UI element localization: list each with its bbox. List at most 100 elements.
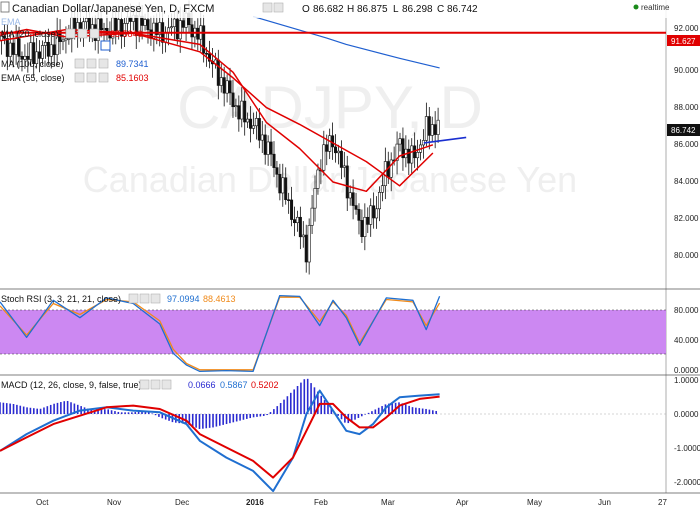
time-tick: Feb (314, 498, 328, 507)
symbol-icon (0, 1, 10, 13)
candle-body (348, 192, 352, 199)
macd-histogram-bar (208, 414, 211, 428)
ema55-close-icon[interactable] (98, 72, 109, 83)
candle-body (266, 141, 270, 155)
macd-histogram-bar (428, 409, 431, 414)
stoch-settings-icon[interactable] (139, 293, 150, 304)
price-tick: 90.000 (674, 66, 699, 75)
low-label: L (393, 4, 399, 15)
macd-histogram-bar (435, 410, 437, 414)
macd-histogram-bar (19, 405, 22, 414)
stoch-rsi-band (0, 310, 666, 354)
macd-close-icon[interactable] (161, 379, 172, 390)
ma100-settings-icon[interactable] (86, 58, 97, 69)
macd-histogram-bar (266, 414, 268, 416)
macd-histogram-bar (283, 399, 285, 414)
candle-body (23, 55, 27, 60)
ema55-value: 85.1603 (116, 73, 149, 83)
macd-histogram-bar (310, 383, 312, 414)
ma20-close-icon[interactable] (89, 28, 100, 39)
candle-body (433, 124, 437, 135)
candle-body (322, 144, 326, 171)
candle-body (278, 174, 282, 194)
macd-histogram-bar (415, 407, 417, 414)
ma100-close-icon[interactable] (98, 58, 109, 69)
candle-body (328, 135, 332, 152)
ema55-settings-icon[interactable] (86, 72, 97, 83)
candle-body (325, 144, 329, 152)
macd-eye-icon[interactable] (139, 379, 150, 390)
stoch-k-value: 97.0994 (167, 294, 200, 304)
macd-histogram-bar (0, 402, 1, 414)
ema55-eye-icon[interactable] (74, 72, 85, 83)
macd-histogram-bar (354, 414, 356, 420)
ma100-line (252, 15, 440, 69)
stoch-k-line (0, 294, 441, 373)
ma20-settings-icon[interactable] (77, 28, 88, 39)
candle-body (395, 143, 399, 161)
candle-body (76, 22, 80, 35)
candle-body (43, 42, 47, 46)
macd-legend: MACD (12, 26, close, 9, false, true) 0.0… (1, 379, 279, 390)
macd-settings-icon[interactable] (150, 379, 161, 390)
macd-histogram-bar (279, 403, 282, 414)
macd-histogram-bar (411, 407, 414, 414)
candle-body (14, 38, 18, 55)
resistance-price-tag (667, 35, 700, 46)
stoch-tick: 40.000 (674, 336, 699, 345)
price-tick: 84.000 (674, 177, 699, 186)
macd-histogram-bar (43, 407, 45, 414)
time-tick: 27 (658, 498, 667, 507)
settings-icon[interactable] (273, 2, 284, 13)
candle-body (246, 118, 250, 123)
candle-body (407, 148, 411, 164)
ma100-eye-icon[interactable] (74, 58, 85, 69)
macd-histogram-bar (73, 403, 76, 414)
macd-histogram-bar (337, 414, 339, 416)
ma20-line (0, 28, 434, 193)
candle-body (342, 165, 346, 168)
macd-histogram-bar (421, 408, 424, 414)
candle-body (205, 52, 209, 55)
macd-histogram-bar (12, 404, 15, 414)
candle-body (304, 234, 308, 263)
add-indicator-icon[interactable] (100, 40, 111, 51)
macd-histogram-bar (222, 414, 224, 425)
candle-body (40, 45, 44, 59)
candle-body (331, 135, 335, 148)
eye-icon[interactable] (262, 2, 273, 13)
candlesticks (0, 0, 440, 275)
candle-body (287, 199, 291, 201)
candle-body (290, 199, 294, 220)
candle-body (222, 77, 226, 94)
candle-body (26, 55, 30, 60)
macd-histogram-bar (131, 412, 133, 414)
macd-histogram-bar (185, 414, 187, 424)
macd-histogram-bar (377, 407, 380, 414)
time-tick: Apr (456, 498, 469, 507)
candle-body (61, 39, 65, 42)
candle-body (424, 116, 428, 141)
candle-body (298, 216, 302, 238)
macd-histogram-bar (371, 411, 373, 414)
macd-histogram-bar (320, 395, 323, 414)
macd-histogram-bar (357, 414, 360, 418)
candle-body (29, 42, 33, 60)
macd-histogram-bar (232, 414, 235, 423)
stoch-close-icon[interactable] (150, 293, 161, 304)
header-bg (0, 0, 700, 18)
candle-body (102, 27, 106, 31)
macd-histogram-bar (147, 411, 150, 414)
macd-histogram-bar (124, 412, 126, 414)
macd-histogram-bar (239, 414, 241, 421)
ma20-eye-icon[interactable] (65, 28, 76, 39)
trend-line[interactable] (423, 136, 467, 144)
macd-hist-value: 0.0666 (188, 380, 216, 390)
macd-histogram-bar (259, 414, 262, 417)
candle-body (202, 25, 206, 54)
macd-histogram-bar (104, 409, 106, 414)
ma100-value: 89.7341 (116, 59, 149, 69)
candle-body (181, 20, 185, 28)
candle-body (316, 169, 320, 189)
stoch-eye-icon[interactable] (128, 293, 139, 304)
